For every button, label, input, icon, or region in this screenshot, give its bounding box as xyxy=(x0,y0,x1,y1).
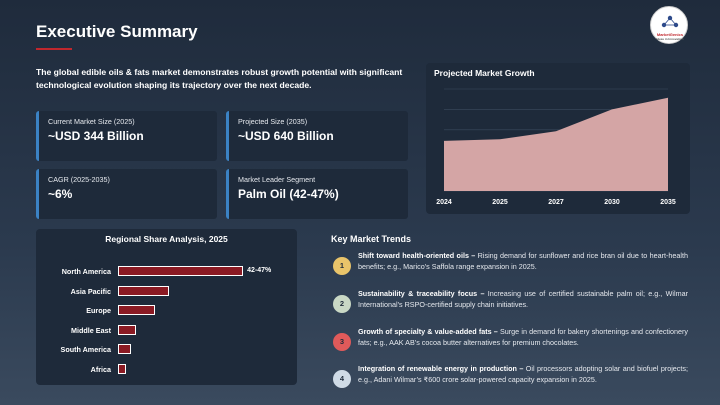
kpi-card-cagr: CAGR (2025-2035) ~6% xyxy=(36,169,217,219)
logo-text: MarketGenics xyxy=(656,32,684,37)
region-bar xyxy=(118,363,127,374)
bar-category-label: South America xyxy=(60,345,111,354)
page-title: Executive Summary xyxy=(36,22,198,41)
bar-category-label: Europe xyxy=(86,306,111,315)
x-tick-label: 2035 xyxy=(660,199,676,205)
growth-area xyxy=(444,97,668,191)
trend-title: Shift toward health-oriented oils – xyxy=(358,251,476,260)
trends-heading: Key Market Trends xyxy=(331,234,412,244)
region-bar xyxy=(118,344,131,354)
growth-chart-panel: Projected Market Growth 2024 2025 2027 2030… xyxy=(426,63,690,214)
bar-category-label: Africa xyxy=(90,364,111,374)
kpi-card-market-leader: Market Leader Segment Palm Oil (42-47%) xyxy=(226,169,408,219)
regional-chart-panel: Regional Share Analysis, 2025 North Amer… xyxy=(36,229,297,385)
logo-tagline: Ideas in Innovation xyxy=(656,37,684,41)
logo-network-icon xyxy=(661,15,679,28)
trend-title: Sustainability & traceability focus – xyxy=(358,289,485,298)
x-tick-label: 2024 xyxy=(436,199,452,205)
bar-category-label: North America xyxy=(61,267,111,276)
kpi-card-current-size: Current Market Size (2025) ~USD 344 Bill… xyxy=(36,111,217,161)
trend-number-badge: 3 xyxy=(333,333,351,351)
kpi-label: CAGR (2025-2035) xyxy=(48,175,110,184)
trend-description: Rising demand for sunflower and rice bra… xyxy=(358,251,688,271)
growth-chart-title: Projected Market Growth xyxy=(434,68,535,78)
trend-item: Growth of specialty & value-added fats –… xyxy=(358,327,688,348)
growth-area-chart: 2024 2025 2027 2030 2035 xyxy=(436,88,676,205)
kpi-value: Palm Oil (42-47%) xyxy=(238,187,339,201)
kpi-label: Market Leader Segment xyxy=(238,175,316,184)
kpi-label: Current Market Size (2025) xyxy=(48,117,135,126)
kpi-label: Projected Size (2035) xyxy=(238,117,308,126)
trend-title: Growth of specialty & value-added fats – xyxy=(358,327,498,336)
trend-title: Integration of renewable energy in produ… xyxy=(358,364,524,373)
region-bar xyxy=(118,324,137,335)
bar-category-label: Middle East xyxy=(71,325,111,335)
kpi-value: ~USD 640 Billion xyxy=(238,129,334,143)
trend-number-badge: 1 xyxy=(333,257,351,275)
region-bar xyxy=(118,305,155,315)
kpi-value: ~USD 344 Billion xyxy=(48,129,144,143)
bar-data-label: 42-47% xyxy=(247,267,272,274)
trend-number-badge: 4 xyxy=(333,370,351,388)
kpi-card-projected-size: Projected Size (2035) ~USD 640 Billion xyxy=(226,111,408,161)
x-tick-label: 2027 xyxy=(548,199,564,205)
title-underline xyxy=(36,48,72,50)
company-logo: MarketGenics Ideas in Innovation xyxy=(650,6,688,44)
trend-item: Shift toward health-oriented oils – Risi… xyxy=(358,251,688,272)
trend-item: Integration of renewable energy in produ… xyxy=(358,364,688,385)
x-tick-label: 2025 xyxy=(492,199,508,205)
regional-chart-title: Regional Share Analysis, 2025 xyxy=(105,234,228,244)
intro-text: The global edible oils & fats market dem… xyxy=(36,67,403,90)
x-tick-label: 2030 xyxy=(604,199,620,205)
trend-number-badge: 2 xyxy=(333,295,351,313)
trend-description: Increasing use of certified sustainable … xyxy=(358,289,688,309)
bar-category-label: Asia Pacific xyxy=(70,286,111,296)
trend-item: Sustainability & traceability focus – In… xyxy=(358,289,688,310)
region-bar xyxy=(118,266,244,276)
kpi-value: ~6% xyxy=(48,187,73,201)
trend-description: Oil processors adopting solar and biofue… xyxy=(358,364,688,384)
region-bar xyxy=(118,285,169,296)
trend-description: Surge in demand for bakery shortenings a… xyxy=(358,327,688,347)
